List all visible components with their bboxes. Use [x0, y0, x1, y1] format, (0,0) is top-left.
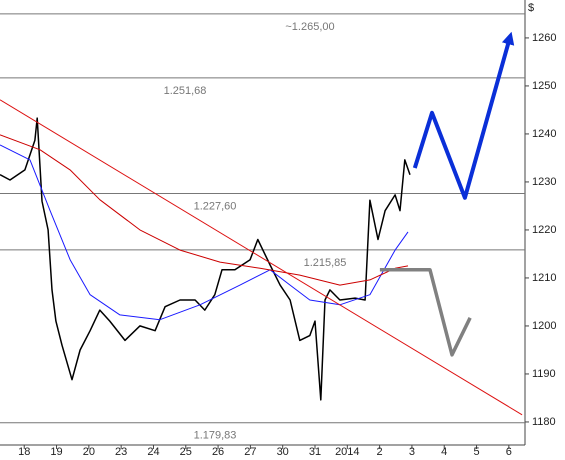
- x-tick-label: 25: [180, 446, 192, 458]
- level-label: 1.251,68: [164, 85, 207, 97]
- level-label: 1.215,85: [304, 257, 347, 269]
- y-tick-label: 1230: [532, 176, 556, 188]
- series-line: [379, 268, 472, 357]
- y-tick-label: 1240: [532, 128, 556, 140]
- y-tick-label: 1260: [532, 32, 556, 44]
- y-tick-label: 1200: [532, 320, 556, 332]
- y-tick-label: 1180: [532, 416, 556, 428]
- x-tick-label: 24: [147, 446, 159, 458]
- y-tick-label: 1210: [532, 272, 556, 284]
- x-tick-label: 30: [277, 446, 289, 458]
- series-line: [0, 134, 409, 286]
- x-tick-label: 18: [18, 446, 30, 458]
- y-axis-label: $: [528, 2, 534, 14]
- level-label: ~1.265,00: [285, 21, 334, 33]
- x-tick-label: 4: [441, 446, 447, 458]
- x-tick-label: 3: [409, 446, 415, 458]
- y-tick-label: 1220: [532, 224, 556, 236]
- series-line: [0, 117, 411, 401]
- series-line: [0, 99, 523, 416]
- x-tick-label: 20: [83, 446, 95, 458]
- series-line: [0, 144, 409, 321]
- x-tick-label: 6: [506, 446, 512, 458]
- level-label: 1.179,83: [194, 430, 237, 442]
- series-line: [412, 31, 515, 200]
- y-tick-label: 1190: [532, 368, 556, 380]
- x-tick-label: 19: [50, 446, 62, 458]
- x-tick-label: 26: [212, 446, 224, 458]
- y-tick-label: 1250: [532, 80, 556, 92]
- x-tick-label: 27: [244, 446, 256, 458]
- x-tick-label: 23: [115, 446, 127, 458]
- x-tick-label: 2014: [335, 446, 359, 458]
- x-tick-label: 31: [309, 446, 321, 458]
- x-tick-label: 2: [377, 446, 383, 458]
- x-tick-label: 5: [473, 446, 479, 458]
- level-label: 1.227,60: [194, 200, 237, 212]
